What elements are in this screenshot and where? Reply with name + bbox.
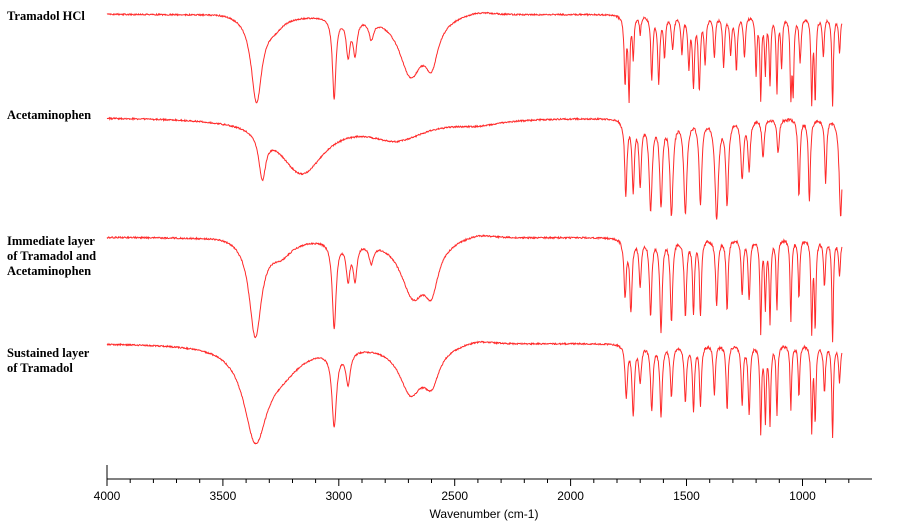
tick-label-2500: 2500 [441, 489, 468, 503]
series-label-4-line-1: Sustained layer [7, 346, 90, 360]
series-line-4 [106, 340, 843, 445]
tick-label-1000: 1000 [789, 489, 816, 503]
tick-label-1500: 1500 [673, 489, 700, 503]
tick-label-2000: 2000 [557, 489, 584, 503]
x-axis-title: Wavenumber (cm-1) [430, 507, 539, 521]
series-line-1 [106, 11, 843, 107]
series-label-2-line-1: Acetaminophen [7, 108, 91, 122]
tick-label-3500: 3500 [210, 489, 237, 503]
series-line-3 [106, 234, 843, 343]
series-label-1: Tramadol HCl [7, 9, 85, 23]
series-label-3-line-2: of Tramadol and [7, 249, 96, 263]
series-label-3: Immediate layer of Tramadol and Acetaminop… [7, 234, 96, 278]
tick-label-4000: 4000 [94, 489, 121, 503]
x-axis: 4000 3500 3000 2500 2000 1500 1000 [94, 465, 872, 503]
series-label-4: Sustained layer of Tramadol [7, 346, 90, 375]
series-label-3-line-3: Acetaminophen [7, 264, 91, 278]
tick-label-3000: 3000 [325, 489, 352, 503]
series-label-4-line-2: of Tramadol [7, 361, 73, 375]
series-label-1-line-1: Tramadol HCl [7, 9, 85, 23]
series-line-2 [106, 116, 843, 220]
series-label-3-line-1: Immediate layer [7, 234, 95, 248]
series-label-2: Acetaminophen [7, 108, 91, 122]
spectra-series-group [106, 11, 843, 445]
